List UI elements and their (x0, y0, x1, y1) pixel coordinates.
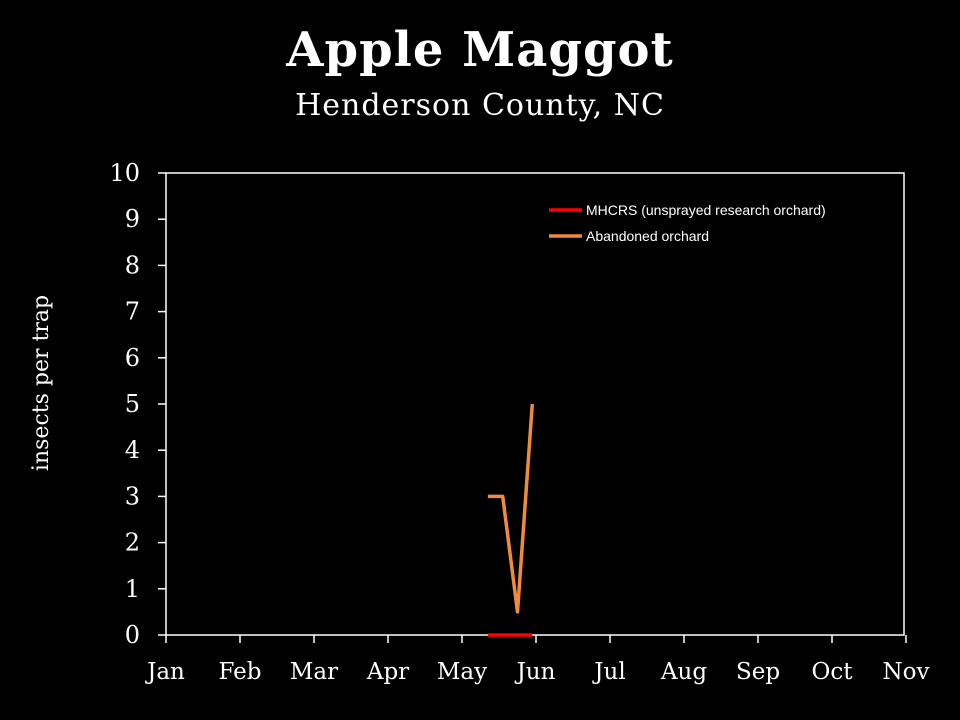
chart-title: Apple Maggot (286, 22, 674, 78)
x-tick-label: Apr (366, 659, 409, 685)
y-tick-label: 2 (125, 529, 140, 557)
x-tick-label: Jun (515, 659, 556, 685)
x-tick-label: Nov (883, 659, 930, 685)
plot-area (165, 172, 905, 636)
y-tick-label: 9 (125, 205, 140, 233)
y-tick-label: 4 (125, 436, 140, 464)
x-tick-label: Jan (145, 659, 185, 685)
y-axis-ticks: 0 1 2 3 4 5 6 7 8 9 10 (109, 159, 166, 649)
y-tick-label: 5 (125, 390, 140, 418)
x-tick-label: Sep (736, 659, 780, 685)
chart-subtitle: Henderson County, NC (295, 88, 665, 123)
y-tick-label: 3 (125, 482, 140, 510)
y-tick-label: 0 (125, 621, 140, 649)
x-tick-label: Feb (218, 659, 261, 685)
series-layer (487, 403, 535, 637)
y-tick-label: 6 (125, 344, 140, 372)
y-tick-label: 1 (125, 575, 140, 603)
x-tick-label: Aug (660, 659, 707, 685)
y-tick-label: 8 (125, 251, 140, 279)
y-axis-label: insects per trap (29, 295, 54, 471)
series-line-1 (487, 403, 535, 614)
x-tick-label: May (437, 659, 487, 685)
y-tick-label: 10 (109, 159, 140, 187)
x-tick-label: Jul (592, 659, 625, 685)
legend-label-1: Abandoned orchard (586, 228, 709, 244)
x-tick-label: Oct (812, 659, 854, 685)
legend: MHCRS (unsprayed research orchard) Abando… (549, 202, 826, 244)
x-axis-ticks: Jan Feb Mar Apr May Jun Jul Aug Sep Oct Nov (145, 635, 929, 685)
legend-label-0: MHCRS (unsprayed research orchard) (586, 202, 826, 218)
y-tick-label: 7 (125, 298, 140, 326)
x-tick-label: Mar (290, 659, 338, 685)
